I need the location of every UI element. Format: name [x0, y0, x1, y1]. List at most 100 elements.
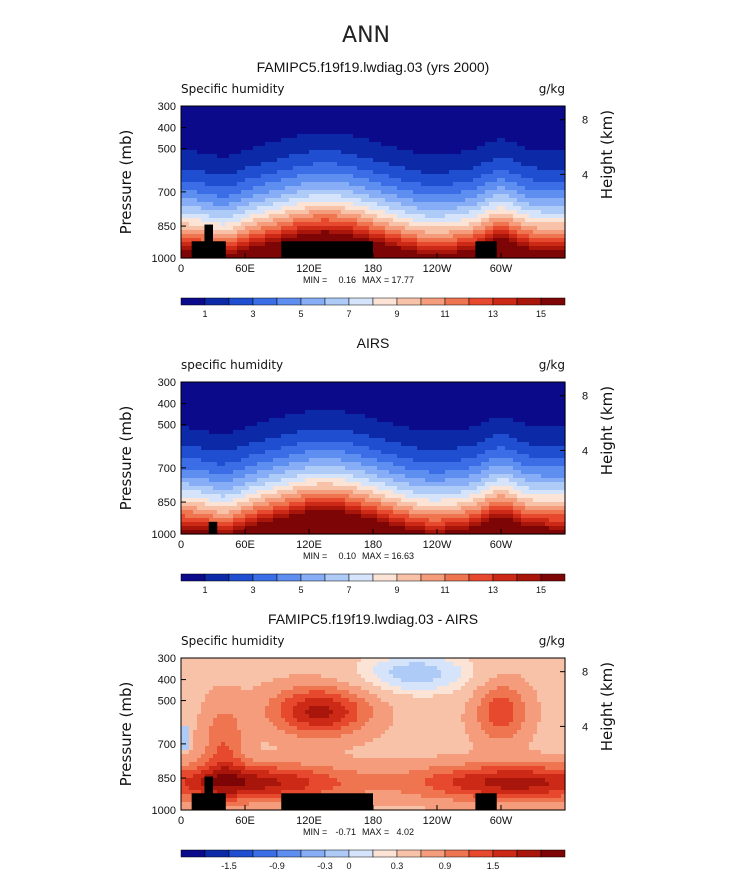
field-cell: [349, 398, 354, 403]
field-cell: [321, 186, 326, 191]
field-cell: [561, 110, 566, 115]
field-cell: [465, 226, 470, 231]
field-cell: [373, 406, 378, 411]
field-cell: [473, 206, 478, 211]
field-cell: [489, 118, 494, 123]
field-cell: [353, 182, 358, 187]
field-cell: [237, 154, 242, 159]
field-cell: [213, 226, 218, 231]
field-cell: [465, 178, 470, 183]
field-cell: [345, 218, 350, 223]
field-cell: [237, 398, 242, 403]
field-cell: [505, 190, 510, 195]
field-cell: [281, 122, 286, 127]
field-cell: [393, 142, 398, 147]
field-cell: [345, 154, 350, 159]
field-cell: [445, 158, 450, 163]
field-cell: [277, 406, 282, 411]
field-cell: [441, 234, 446, 239]
field-cell: [293, 418, 298, 423]
field-cell: [321, 414, 326, 419]
field-cell: [345, 122, 350, 127]
field-cell: [461, 254, 466, 259]
field-cell: [521, 202, 526, 207]
field-cell: [501, 426, 506, 431]
field-cell: [501, 154, 506, 159]
field-cell: [537, 122, 542, 127]
field-cell: [337, 162, 342, 167]
field-cell: [333, 214, 338, 219]
field-cell: [393, 226, 398, 231]
field-cell: [405, 118, 410, 123]
field-cell: [457, 382, 462, 387]
field-cell: [489, 186, 494, 191]
field-cell: [225, 214, 230, 219]
field-cell: [509, 386, 514, 391]
field-cell: [537, 130, 542, 135]
field-cell: [549, 390, 554, 395]
field-cell: [273, 194, 278, 199]
field-cell: [381, 210, 386, 215]
field-cell: [197, 218, 202, 223]
field-cell: [373, 418, 378, 423]
field-cell: [489, 110, 494, 115]
field-cell: [257, 386, 262, 391]
field-cell: [521, 382, 526, 387]
field-cell: [197, 394, 202, 399]
field-cell: [221, 382, 226, 387]
field-cell: [237, 178, 242, 183]
field-cell: [225, 210, 230, 215]
field-cell: [417, 150, 422, 155]
field-cell: [185, 430, 190, 435]
field-cell: [237, 418, 242, 423]
field-cell: [497, 242, 502, 247]
field-cell: [389, 190, 394, 195]
field-cell: [489, 382, 494, 387]
field-cell: [373, 138, 378, 143]
field-cell: [209, 106, 214, 111]
field-cell: [281, 206, 286, 211]
field-cell: [213, 230, 218, 235]
field-cell: [425, 134, 430, 139]
field-cell: [293, 110, 298, 115]
field-cell: [429, 178, 434, 183]
field-cell: [541, 234, 546, 239]
field-cell: [281, 194, 286, 199]
field-cell: [377, 414, 382, 419]
field-cell: [277, 202, 282, 207]
field-cell: [225, 434, 230, 439]
field-cell: [541, 414, 546, 419]
field-cell: [189, 198, 194, 203]
field-cell: [513, 406, 518, 411]
field-cell: [561, 126, 566, 131]
field-cell: [229, 398, 234, 403]
field-cell: [269, 170, 274, 175]
y-tick-label: 850: [158, 221, 176, 233]
field-cell: [497, 114, 502, 119]
field-cell: [221, 434, 226, 439]
field-cell: [497, 130, 502, 135]
field-cell: [509, 150, 514, 155]
field-cell: [309, 198, 314, 203]
field-cell: [361, 174, 366, 179]
field-cell: [473, 150, 478, 155]
field-cell: [213, 418, 218, 423]
field-cell: [309, 226, 314, 231]
field-cell: [249, 118, 254, 123]
field-cell: [309, 386, 314, 391]
field-cell: [545, 122, 550, 127]
field-cell: [441, 154, 446, 159]
field-cell: [545, 198, 550, 203]
field-cell: [377, 214, 382, 219]
field-cell: [557, 174, 562, 179]
field-cell: [501, 402, 506, 407]
field-cell: [421, 206, 426, 211]
field-cell: [293, 134, 298, 139]
field-cell: [521, 166, 526, 171]
field-cell: [429, 406, 434, 411]
field-cell: [225, 178, 230, 183]
field-cell: [473, 390, 478, 395]
field-cell: [257, 202, 262, 207]
field-cell: [549, 242, 554, 247]
field-cell: [525, 394, 530, 399]
